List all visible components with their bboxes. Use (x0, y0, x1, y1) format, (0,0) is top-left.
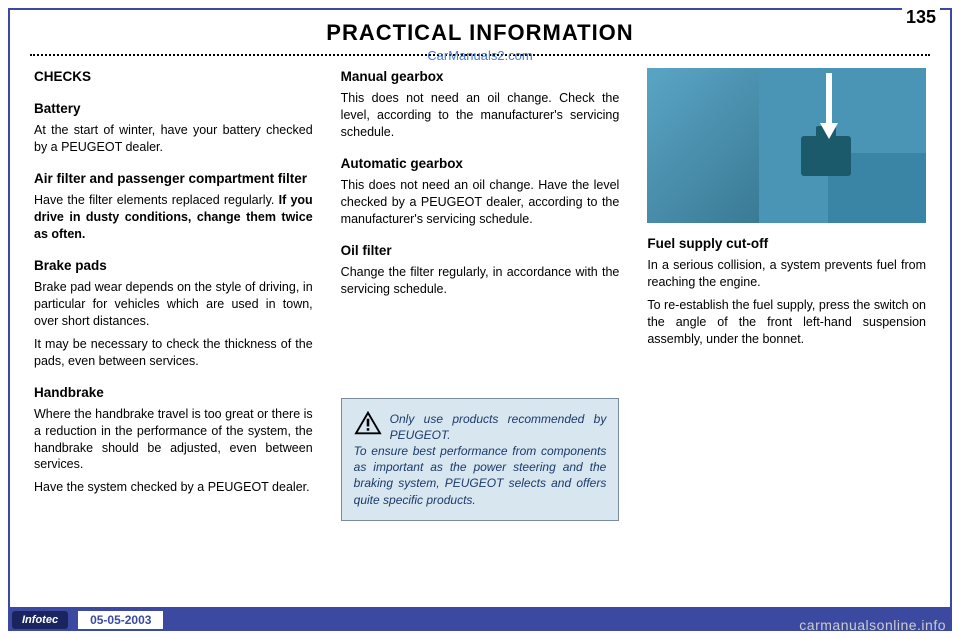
brake-pads-text-1: Brake pad wear depends on the style of d… (34, 279, 313, 330)
manual-gearbox-text: This does not need an oil change. Check … (341, 90, 620, 141)
watermark-bottom: carmanualsonline.info (799, 617, 946, 633)
warning-triangle-icon (354, 411, 382, 435)
fuel-cutoff-text-1: In a serious collision, a system prevent… (647, 257, 926, 291)
battery-heading: Battery (34, 100, 313, 118)
arrow-down-icon (820, 73, 838, 143)
automatic-gearbox-heading: Automatic gearbox (341, 155, 620, 173)
oil-filter-text: Change the filter regularly, in accordan… (341, 264, 620, 298)
main-title: PRACTICAL INFORMATION (10, 10, 950, 46)
page-number: 135 (902, 7, 940, 28)
content-columns: CHECKS Battery At the start of winter, h… (10, 56, 950, 533)
handbrake-heading: Handbrake (34, 384, 313, 402)
watermark-top: CarManuals2.com (427, 48, 533, 63)
warning-text-1: Only use products recommended by PEUGEOT… (390, 412, 607, 442)
manual-gearbox-heading: Manual gearbox (341, 68, 620, 86)
warning-box: Only use products recommended by PEUGEOT… (341, 398, 620, 521)
fuel-cutoff-image (647, 68, 926, 223)
warning-text-2: To ensure best performance from componen… (354, 444, 607, 507)
footer-date: 05-05-2003 (78, 611, 163, 629)
brake-pads-text-2: It may be necessary to check the thickne… (34, 336, 313, 370)
handbrake-text-2: Have the system checked by a PEUGEOT dea… (34, 479, 313, 496)
fuel-cutoff-heading: Fuel supply cut-off (647, 235, 926, 253)
column-3: Fuel supply cut-off In a serious collisi… (647, 68, 926, 521)
column-1: CHECKS Battery At the start of winter, h… (34, 68, 313, 521)
fuel-cutoff-text-2: To re-establish the fuel supply, press t… (647, 297, 926, 348)
oil-filter-heading: Oil filter (341, 242, 620, 260)
footer-logo: Infotec (12, 611, 68, 629)
checks-heading: CHECKS (34, 68, 313, 86)
air-filter-text: Have the filter elements replaced regula… (34, 192, 313, 243)
air-filter-heading: Air filter and passenger compartment fil… (34, 170, 313, 188)
handbrake-text-1: Where the handbrake travel is too great … (34, 406, 313, 474)
brake-pads-heading: Brake pads (34, 257, 313, 275)
page-frame: 135 PRACTICAL INFORMATION CarManuals2.co… (8, 8, 952, 609)
column-2: Manual gearbox This does not need an oil… (341, 68, 620, 521)
battery-text: At the start of winter, have your batter… (34, 122, 313, 156)
automatic-gearbox-text: This does not need an oil change. Have t… (341, 177, 620, 228)
